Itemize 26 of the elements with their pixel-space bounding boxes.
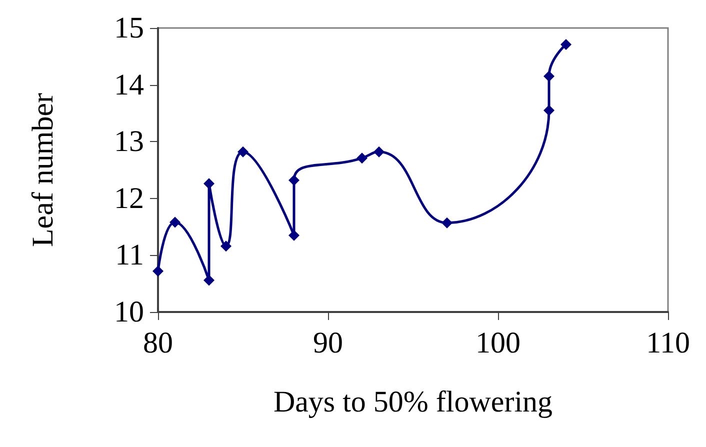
y-axis-title: Leaf number xyxy=(26,92,60,248)
y-tick-label: 10 xyxy=(114,296,144,328)
point xyxy=(220,240,232,252)
x-tick-label: 110 xyxy=(646,326,690,360)
point xyxy=(544,70,554,82)
y-tick-label: 15 xyxy=(114,12,144,44)
y-tick-label: 13 xyxy=(114,125,144,158)
point xyxy=(288,230,300,241)
x-tick-label: 90 xyxy=(313,326,343,360)
y-tick-label: 12 xyxy=(114,182,144,215)
point xyxy=(442,217,452,228)
x-axis-title: Days to 50% flowering xyxy=(273,386,553,418)
point xyxy=(544,104,554,116)
x-tick-label: 100 xyxy=(476,326,520,360)
point xyxy=(356,152,368,164)
point xyxy=(152,266,164,277)
point xyxy=(238,146,248,158)
y-tick-label: 14 xyxy=(114,68,144,102)
x-tick-label: 80 xyxy=(143,326,173,360)
point xyxy=(204,178,214,190)
point xyxy=(204,274,214,286)
point xyxy=(374,146,384,158)
point xyxy=(288,174,300,186)
point xyxy=(560,38,572,50)
y-tick-label: 11 xyxy=(115,238,144,272)
point xyxy=(170,216,180,228)
